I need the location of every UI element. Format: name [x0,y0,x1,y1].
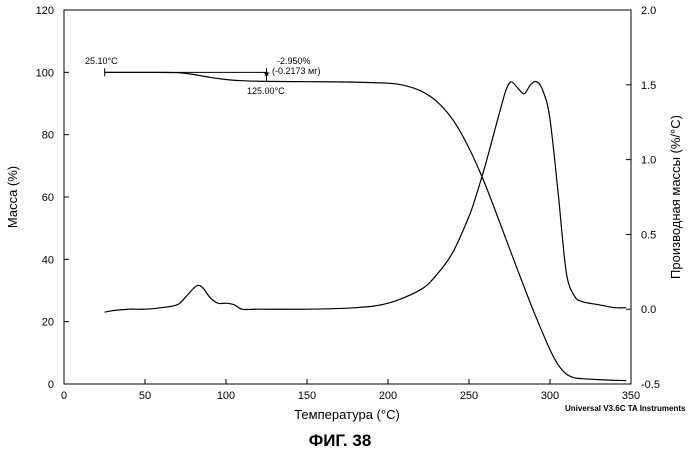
y-right-tick-label: 1.5 [641,80,656,92]
x-tick-label: 50 [139,390,151,402]
y-right-tick-label: 0.5 [641,229,656,241]
instrument-label: Universal V3.6C TA Instruments [565,404,686,413]
y-axis-left-title: Масса (%) [5,166,20,228]
plot-frame [64,10,631,384]
x-tick-label: 0 [61,390,67,402]
mass-series-line [105,72,627,380]
y-left-tick-label: 60 [42,192,54,204]
figure-title: ФИГ. 38 [309,431,372,450]
y-right-tick-label: 1.0 [641,155,656,167]
derivative-series-line [105,81,627,312]
y-left-tick-label: 100 [36,67,54,79]
annotation-start-temp: 25.10°C [85,56,118,66]
y-axis-right-title: Производная массы (%/°C) [668,115,683,279]
x-tick-label: 100 [217,390,235,402]
annotation-loss-percent: -2.950% [277,56,311,66]
y-right-tick-label: 2.0 [641,5,656,17]
x-axis-title: Температура (°C) [294,407,400,422]
annotation-end-temp: 125.00°C [247,86,285,96]
y-left-tick-label: 80 [42,130,54,142]
tga-chart: 0 50 100 150 200 250 300 350 0 20 40 60 80 100 120 -0… [0,0,699,451]
y-left-tick-label: 120 [36,5,54,17]
annotation-loss-mass: (-0.2173 мг) [272,66,321,76]
annotation-star-marker: ★ [262,68,270,78]
x-tick-label: 150 [298,390,316,402]
x-tick-label: 300 [541,390,559,402]
x-tick-label: 250 [460,390,478,402]
x-axis: 0 50 100 150 200 250 300 350 [61,379,640,402]
y-left-tick-label: 40 [42,254,54,266]
y-left-tick-label: 20 [42,317,54,329]
y-right-tick-label: -0.5 [641,379,660,391]
y-left-tick-label: 0 [48,379,54,391]
x-tick-label: 200 [379,390,397,402]
x-tick-label: 350 [622,390,640,402]
y-right-tick-label: 0.0 [641,304,656,316]
